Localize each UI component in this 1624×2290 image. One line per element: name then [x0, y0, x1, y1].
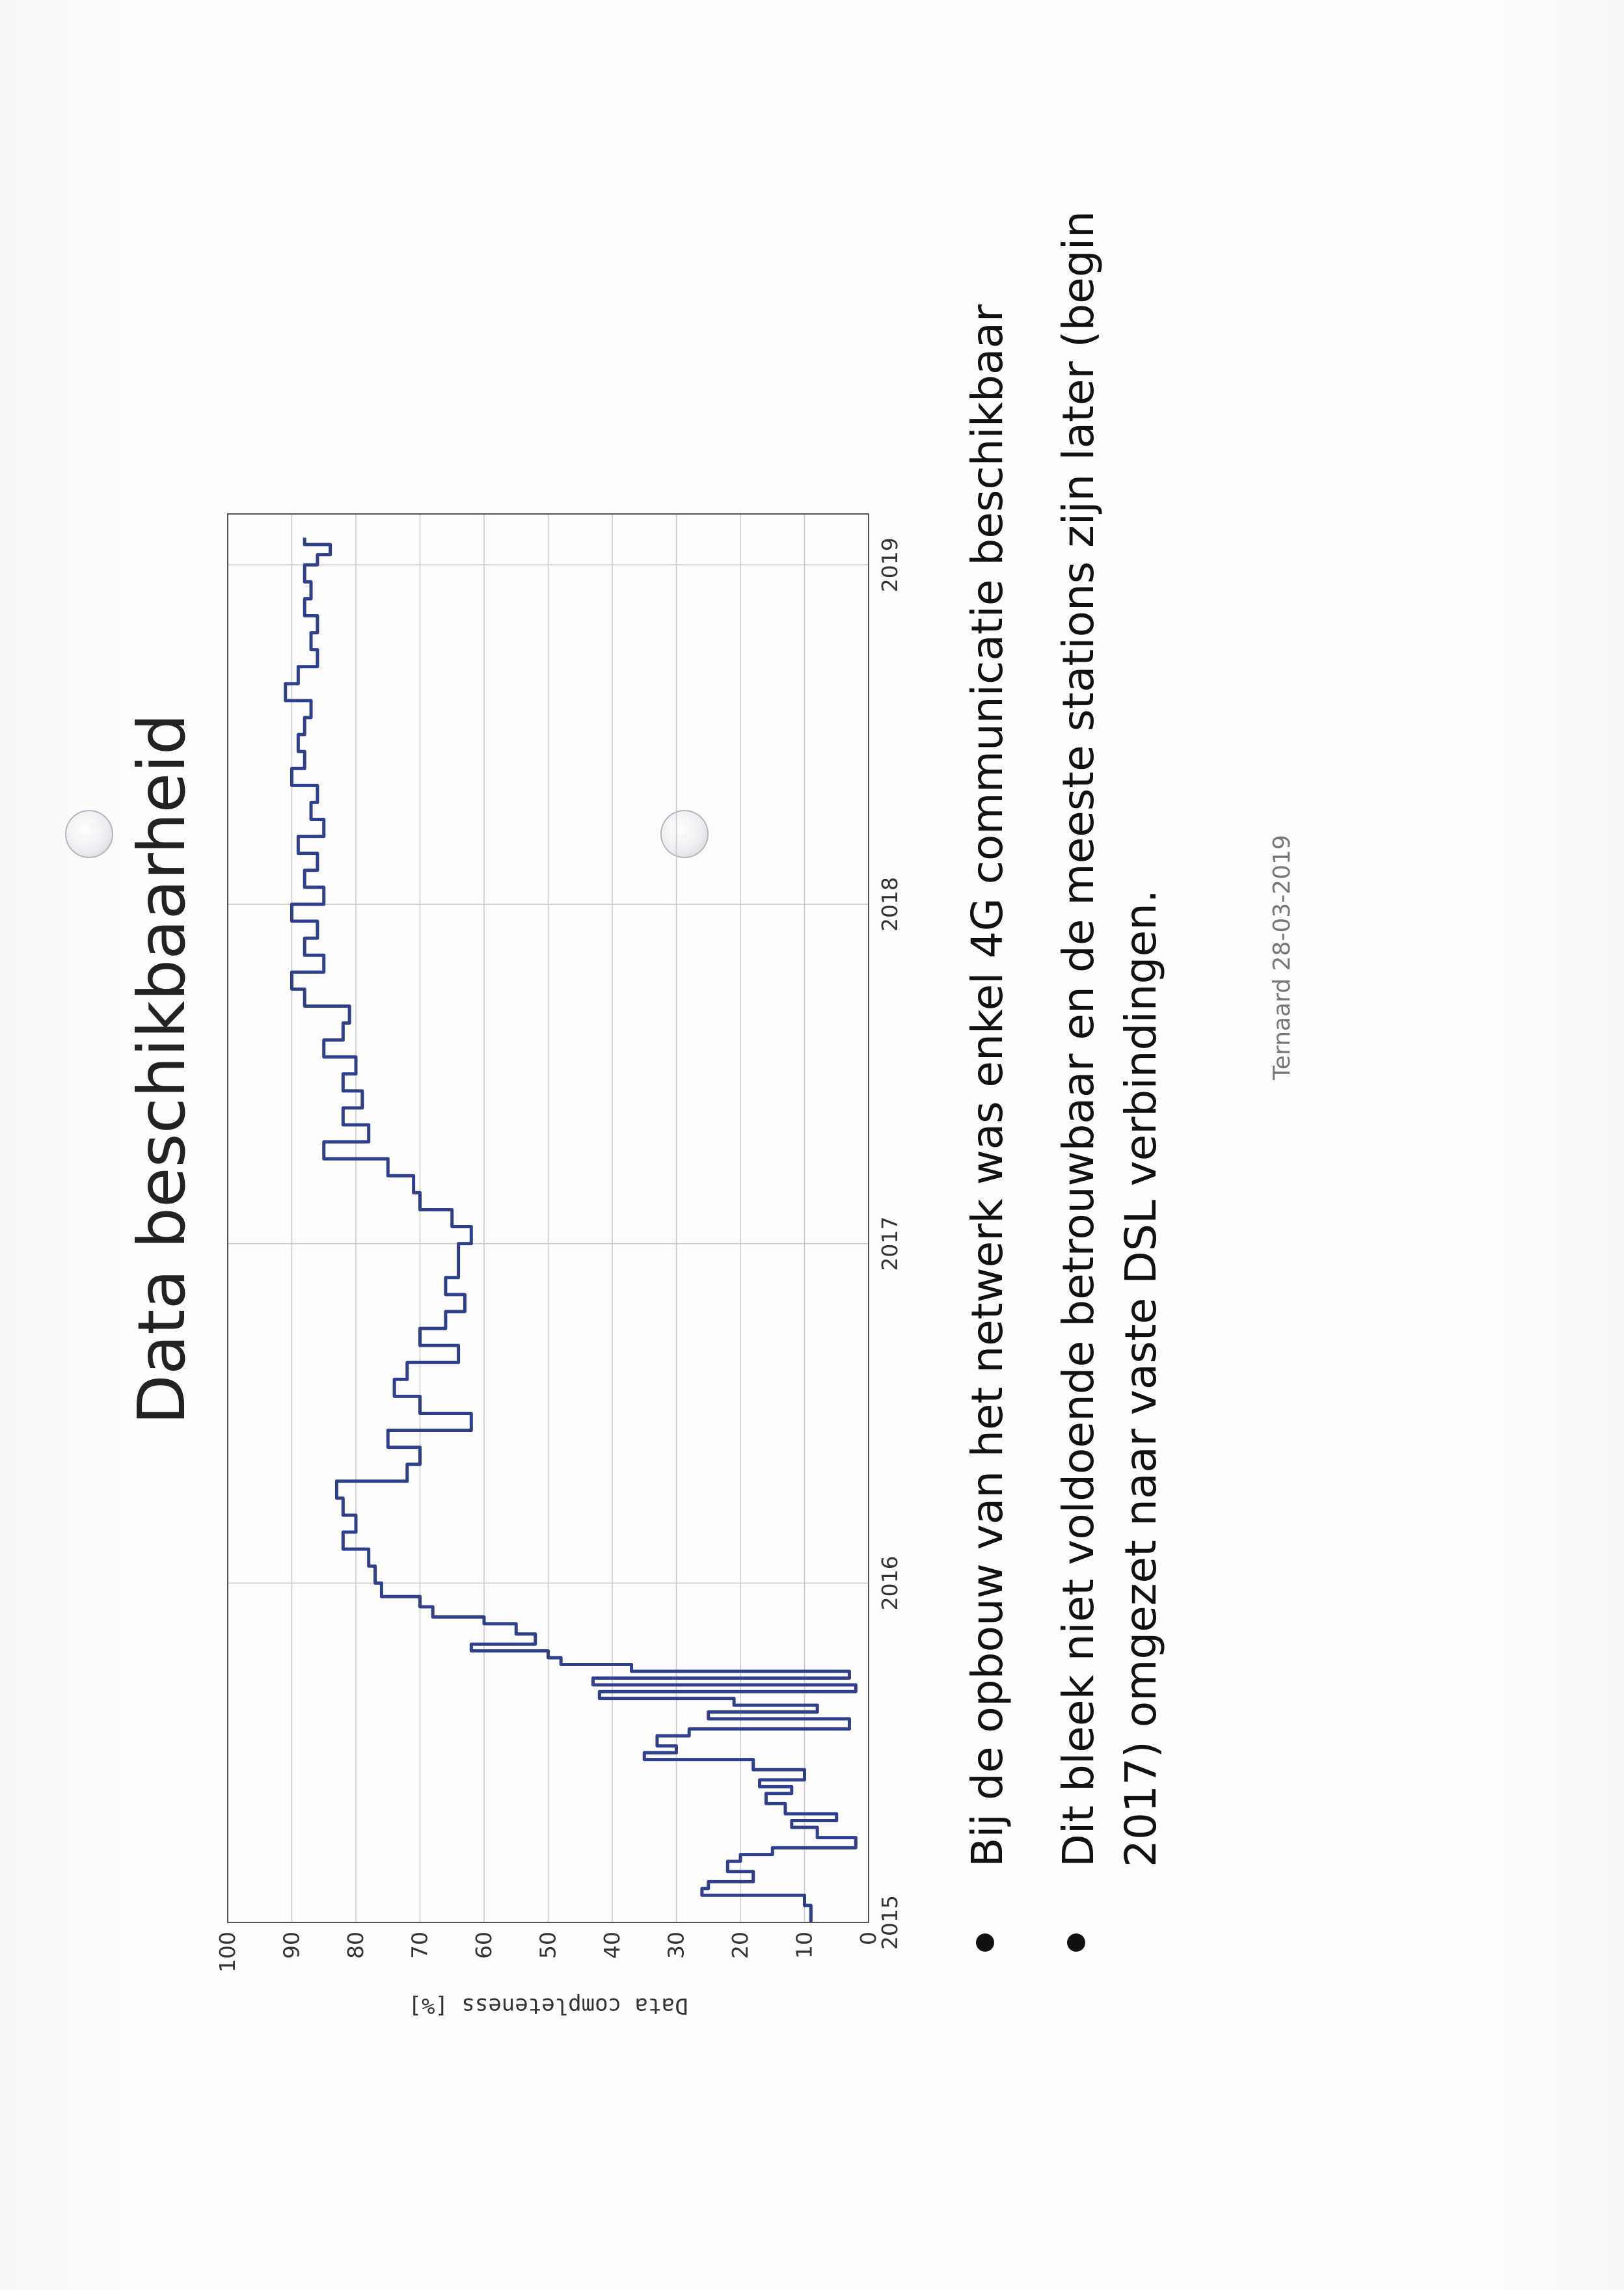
bullet-text: Bij de opbouw van het netwerk was enkel …: [962, 304, 1012, 1867]
bullet-item: Dit bleek niet voldoende betrouwbaar en …: [1048, 130, 1172, 1952]
x-tick-label: 2017: [877, 1217, 902, 1271]
y-tick-label: 10: [792, 1932, 817, 1959]
x-tick-label: 2015: [877, 1895, 902, 1950]
y-axis-label: Data completeness [%]: [409, 1993, 688, 2019]
y-tick-label: 90: [279, 1932, 304, 1959]
x-tick-label: 2019: [877, 537, 902, 592]
plot-frame: [227, 513, 869, 1923]
y-tick-label: 80: [343, 1932, 368, 1959]
y-tick-label: 0: [856, 1932, 881, 1945]
y-tick-label: 30: [664, 1932, 689, 1959]
y-tick-label: 50: [535, 1932, 561, 1959]
y-tick-labels: 0 10 20 30 40 50 60 70 80 90 100: [215, 1932, 881, 1973]
punch-hole: [660, 810, 709, 858]
y-tick-label: 40: [599, 1932, 625, 1959]
x-tick-label: 2018: [877, 877, 902, 932]
bullet-list: Bij de opbouw van het netwerk was enkel …: [956, 130, 1201, 1952]
y-tick-label: 20: [727, 1932, 753, 1959]
x-tick-labels: 2015 2016 2017 2018 2019: [877, 537, 902, 1950]
footer-text: Ternaard 28-03-2019: [1269, 835, 1295, 1080]
bullet-dot-icon: [1067, 1933, 1085, 1952]
y-tick-label: 70: [407, 1932, 433, 1959]
slide: Data beschikbaarheid 0 10 20 30 40 50 60 70 80 90…: [26, 98, 1327, 2049]
x-tick-label: 2016: [877, 1556, 902, 1610]
bullet-item: Bij de opbouw van het netwerk was enkel …: [956, 130, 1019, 1952]
bullet-text: Dit bleek niet voldoende betrouwbaar en …: [1053, 211, 1166, 1867]
bullet-dot-icon: [976, 1933, 994, 1952]
punch-hole: [65, 810, 113, 858]
y-tick-label: 60: [471, 1932, 496, 1959]
data-completeness-chart: 0 10 20 30 40 50 60 70 80 90 100 2015 2016 2017 2018 2…: [208, 488, 992, 2049]
y-tick-label: 100: [215, 1932, 240, 1973]
completeness-series-line: [284, 537, 858, 1922]
slide-title: Data beschikbaarheid: [124, 713, 200, 1425]
